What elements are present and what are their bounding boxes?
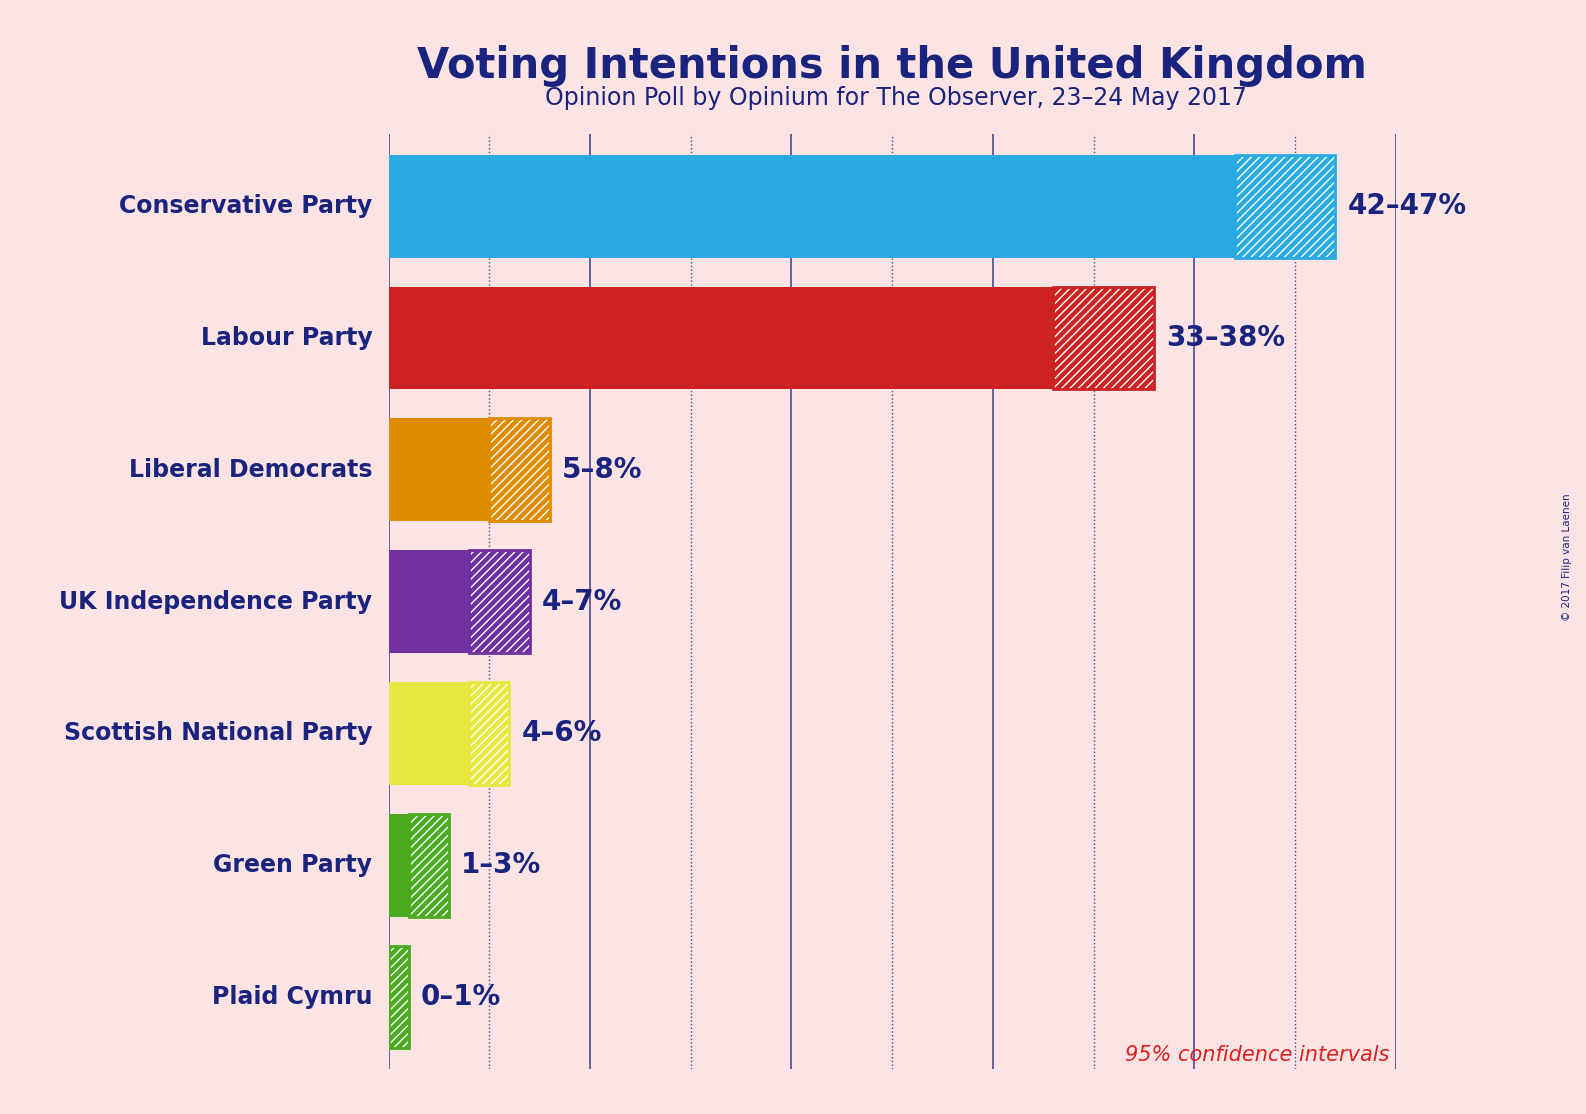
Bar [469,550,530,653]
Text: Scottish National Party: Scottish National Party [63,722,373,745]
Text: 5–8%: 5–8% [561,456,642,483]
Bar [389,550,469,653]
Bar [1053,286,1155,390]
Text: Plaid Cymru: Plaid Cymru [213,985,373,1009]
Bar [389,946,409,1048]
Text: Labour Party: Labour Party [201,326,373,350]
Bar [389,419,488,521]
Bar [389,155,1234,257]
Bar [469,682,509,784]
Text: 1–3%: 1–3% [462,851,541,879]
Text: 0–1%: 0–1% [420,983,501,1010]
Text: Green Party: Green Party [214,853,373,877]
Text: 4–6%: 4–6% [522,720,601,747]
Bar [1234,155,1335,257]
Bar [389,813,409,917]
Bar [389,946,409,1048]
Bar [409,813,449,917]
Text: Liberal Democrats: Liberal Democrats [128,458,373,481]
Text: Conservative Party: Conservative Party [119,194,373,218]
Text: Opinion Poll by Opinium for The Observer, 23–24 May 2017: Opinion Poll by Opinium for The Observer… [546,86,1247,110]
Text: 33–38%: 33–38% [1166,324,1285,352]
Text: © 2017 Filip van Laenen: © 2017 Filip van Laenen [1562,494,1572,620]
Bar [409,813,449,917]
Bar [1053,286,1155,390]
Text: 4–7%: 4–7% [542,587,622,616]
Bar [469,682,509,784]
Bar [1234,155,1335,257]
Bar [469,550,530,653]
Bar [469,682,509,784]
Bar [488,419,550,521]
Bar [488,419,550,521]
Bar [389,286,1053,390]
Bar [488,419,550,521]
Bar [389,682,469,784]
Bar [1234,155,1335,257]
Bar [469,550,530,653]
Bar [389,946,409,1048]
Bar [1053,286,1155,390]
Bar [409,813,449,917]
Text: 42–47%: 42–47% [1348,193,1467,221]
Text: 95% confidence intervals: 95% confidence intervals [1124,1045,1389,1065]
Title: Voting Intentions in the United Kingdom: Voting Intentions in the United Kingdom [417,46,1367,87]
Text: UK Independence Party: UK Independence Party [59,589,373,614]
